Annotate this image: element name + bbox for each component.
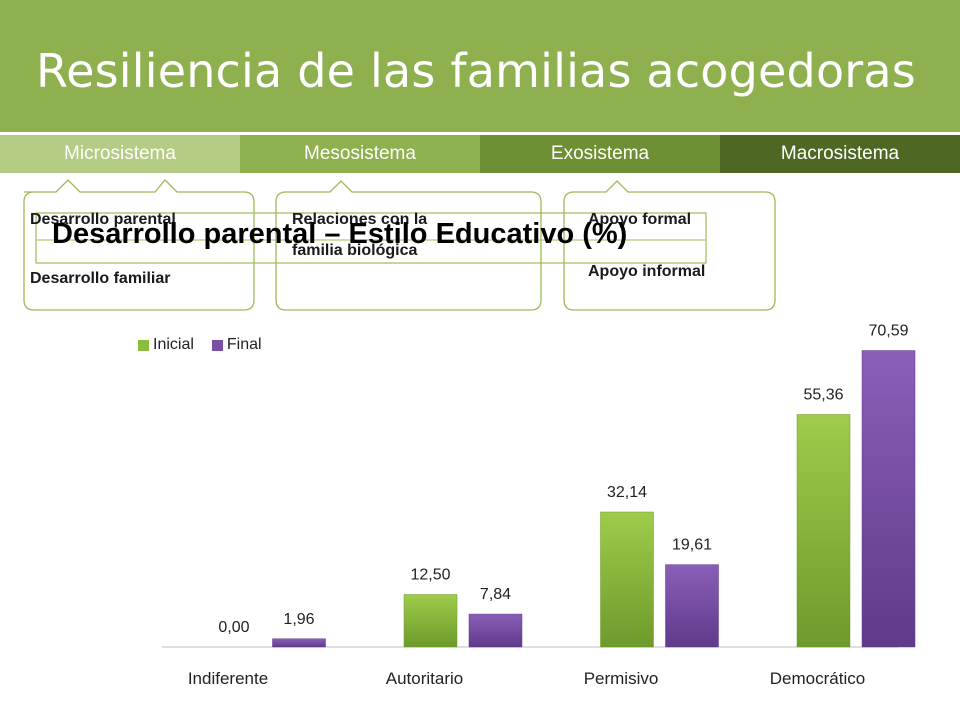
chart-title: Desarrollo parental – Estilo Educativo (… — [52, 218, 628, 250]
tab-exosistema[interactable]: Exosistema — [480, 135, 720, 173]
chart-legend: Inicial Final — [138, 336, 272, 354]
data-label-inicial-0: 0,00 — [218, 619, 249, 636]
bar-inicial-1 — [403, 594, 458, 648]
data-label-inicial-2: 32,14 — [607, 484, 647, 501]
callout-meso-line2: familia biológica — [292, 242, 418, 259]
callout-micro-line1: Desarrollo parental — [30, 211, 176, 228]
legend-item-final: Final — [211, 336, 262, 354]
tab-label: Exosistema — [550, 143, 650, 164]
data-label-final-2: 19,61 — [672, 537, 712, 554]
legend-swatch-final — [211, 339, 223, 351]
data-label-final-3: 70,59 — [868, 323, 908, 340]
x-tick-label-2: Permisivo — [584, 669, 659, 688]
bar-inicial-2 — [600, 511, 654, 648]
callout-meso-line1: Relaciones con la — [292, 211, 428, 228]
callout-exo-line2: Apoyo informal — [588, 263, 706, 280]
x-tick-label-3: Democrático — [770, 669, 865, 688]
tab-label: Microsistema — [64, 143, 176, 164]
x-tick-label-1: Autoritario — [386, 669, 463, 688]
bar-final-0 — [272, 638, 326, 648]
tab-microsistema[interactable]: Microsistema — [0, 135, 240, 173]
legend-label-final: Final — [226, 336, 262, 353]
bar-final-3 — [861, 350, 916, 648]
data-label-inicial-1: 12,50 — [410, 567, 450, 584]
bar-final-1 — [468, 613, 523, 648]
callout-micro-line2: Desarrollo familiar — [30, 270, 171, 287]
legend-label-inicial: Inicial — [153, 336, 194, 353]
system-tabs: Microsistema Mesosistema Exosistema Macr… — [0, 135, 960, 173]
bar-inicial-3 — [796, 414, 851, 648]
callout-exo-line1: Apoyo formal — [588, 211, 692, 228]
legend-item-inicial: Inicial — [138, 336, 194, 354]
slide-header: Resiliencia de las familias acogedoras — [0, 0, 960, 132]
data-label-inicial-3: 55,36 — [803, 386, 843, 403]
data-label-final-1: 7,84 — [480, 586, 511, 603]
tab-mesosistema[interactable]: Mesosistema — [240, 135, 480, 173]
tab-label: Mesosistema — [304, 143, 416, 164]
tab-label: Macrosistema — [780, 143, 900, 164]
bar-final-2 — [665, 564, 719, 648]
data-label-final-0: 1,96 — [283, 611, 314, 628]
legend-swatch-inicial — [138, 339, 149, 351]
tab-macrosistema[interactable]: Macrosistema — [720, 135, 960, 173]
slide-title: Resiliencia de las familias acogedoras — [36, 44, 916, 98]
x-tick-label-0: Indiferente — [188, 669, 268, 688]
